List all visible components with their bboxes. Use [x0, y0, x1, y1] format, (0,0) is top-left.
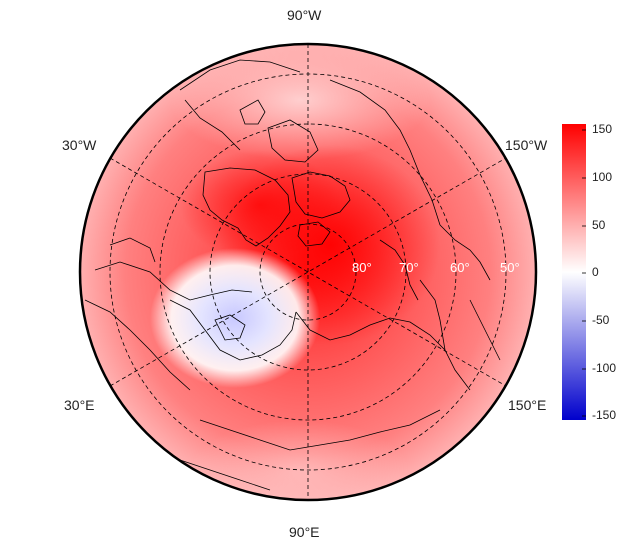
- lat-circle-70: [209, 173, 407, 371]
- colorbar-tick-marks: [582, 129, 586, 417]
- lon-label-90w: 90°W: [287, 7, 322, 23]
- colorbar-tick-0: 0: [592, 265, 599, 279]
- lat-label-60: 60°: [450, 260, 470, 275]
- colorbar: [562, 124, 586, 420]
- lon-label-30w: 30°W: [62, 137, 97, 153]
- meridian-30w-150e: [109, 157, 507, 387]
- colorbar-tick-100: 100: [592, 170, 613, 184]
- colorbar-tick-minus-150: -150: [592, 408, 617, 422]
- lon-label-150e: 150°E: [508, 397, 547, 413]
- lon-label-90e: 90°E: [289, 524, 320, 540]
- field-shading: [80, 44, 536, 500]
- colorbar-tick-50: 50: [592, 218, 606, 232]
- lat-circle-60: [159, 123, 457, 421]
- colorbar-gradient: [562, 124, 586, 420]
- meridian-30e-150w: [109, 157, 507, 387]
- lon-label-150w: 150°W: [505, 137, 548, 153]
- lon-label-30e: 30°E: [64, 397, 95, 413]
- lat-label-50: 50°: [500, 260, 520, 275]
- colorbar-tick-minus-50: -50: [592, 313, 610, 327]
- lat-circle-80: [259, 223, 357, 321]
- coastlines: [84, 59, 501, 491]
- lat-label-70: 70°: [399, 260, 419, 275]
- colorbar-tick-150: 150: [592, 122, 613, 136]
- map-border: [78, 42, 538, 502]
- colorbar-tick-minus-100: -100: [592, 361, 617, 375]
- longitude-grid: [109, 44, 507, 500]
- lat-label-80: 80°: [352, 260, 372, 275]
